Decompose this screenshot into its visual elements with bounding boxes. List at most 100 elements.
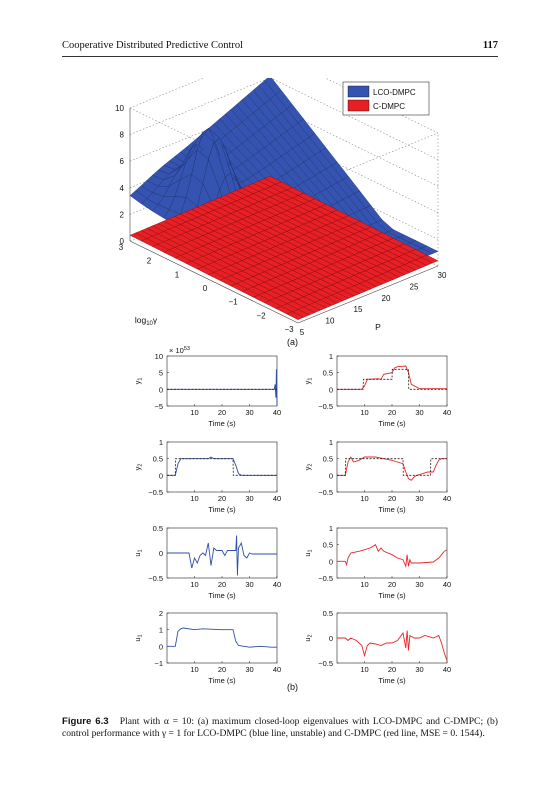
y-tick-label: 1 (329, 438, 333, 447)
surface-z-tick: 0 (120, 237, 125, 246)
surface-p-tick: 10 (326, 317, 335, 326)
x-tick-label: 10 (360, 408, 368, 417)
x-tick-label: 10 (190, 580, 198, 589)
subplot-frame (336, 612, 448, 664)
surface-z-tick: 8 (120, 131, 125, 140)
x-tick-label: 40 (273, 580, 281, 589)
subplot-y2-cdmpc: 10 20 30 40 1 0.5 0 −0.5 Time (s) y2 (303, 438, 451, 514)
surface-p-axis (297, 265, 439, 324)
x-tick-label: 30 (245, 580, 253, 589)
surface-z-tick: 10 (115, 104, 124, 113)
surface-z-tick: 6 (120, 157, 125, 166)
surface-gamma-tick: −3 (284, 325, 294, 334)
surface-gamma-label-sub: 10 (146, 321, 153, 327)
y-tick-label: 0.5 (153, 524, 163, 533)
x-tick-label: 10 (360, 665, 368, 674)
subplot-frame (166, 441, 278, 493)
page-number: 117 (482, 40, 498, 51)
subplot-u2-cdmpc: 10 20 30 40 0.5 0 −0.5 Time (s) u2 (303, 609, 451, 685)
x-axis-label: Time (s) (378, 505, 406, 514)
y-tick-label: 0 (329, 471, 333, 480)
x-tick-label: 30 (245, 494, 253, 503)
x-tick-label: 20 (388, 665, 396, 674)
x-tick-label: 30 (415, 665, 423, 674)
y-tick-label: 0 (159, 385, 163, 394)
surface-gamma-tick: 0 (203, 284, 208, 293)
caption-text: Plant with α = 10: (a) maximum closed-lo… (62, 716, 499, 739)
surface-p-tick: 5 (300, 328, 305, 337)
y-axis-label: u1 (303, 549, 314, 556)
surface-mesh (129, 78, 439, 320)
y-tick-label: 0 (159, 642, 163, 651)
x-axis-label: Time (s) (208, 591, 236, 600)
y-axis-label: y2 (133, 464, 144, 471)
x-tick-label: 40 (443, 665, 451, 674)
surface-gamma-tick: −1 (228, 298, 238, 307)
y-tick-label: 1 (329, 524, 333, 533)
x-tick-label: 10 (190, 494, 198, 503)
surface-z-tick: 4 (120, 184, 125, 193)
x-tick-label: 30 (245, 665, 253, 674)
y-tick-label: −0.5 (318, 574, 333, 583)
y-axis-label-sub: 1 (308, 549, 314, 552)
caption-label: Figure 6.3 (62, 716, 109, 727)
panel-a-label: (a) (287, 337, 298, 347)
legend-swatch (347, 85, 370, 98)
header-title: Cooperative Distributed Predictive Contr… (62, 40, 244, 51)
exponent-label: × 1053 (169, 346, 190, 355)
x-tick-label: 40 (273, 665, 281, 674)
subplot-y1-lco: 10 20 30 40 10 5 0 −5 Time (s) y1 × 1053 (133, 346, 281, 428)
surface-gridline (129, 103, 271, 162)
x-axis-label: Time (s) (378, 676, 406, 685)
x-tick-label: 20 (388, 580, 396, 589)
surface-lco-facet (129, 190, 148, 204)
surface-cdmpc-facet (129, 232, 148, 242)
x-axis-label: Time (s) (208, 505, 236, 514)
y-tick-label: 5 (159, 369, 163, 378)
subplot-frame (336, 527, 448, 579)
surface-p-tick: 15 (354, 305, 363, 314)
y-tick-label: 0 (159, 471, 163, 480)
y-tick-label: 0 (159, 549, 163, 558)
y-tick-label: 10 (155, 352, 163, 361)
y-axis-label-sub: 1 (138, 378, 144, 381)
reference-line (337, 458, 447, 476)
y-axis-label-sub: 1 (308, 378, 314, 381)
x-tick-label: 20 (388, 494, 396, 503)
panel-b-label: (b) (287, 682, 298, 692)
subplot-u1-lco: 10 20 30 40 0.5 0 −0.5 Time (s) u1 (133, 524, 281, 600)
x-tick-label: 10 (190, 408, 198, 417)
y-tick-label: 0.5 (323, 369, 333, 378)
y-tick-label: −1 (154, 659, 163, 668)
x-tick-label: 10 (360, 580, 368, 589)
subplot-y1-cdmpc: 10 20 30 40 1 0.5 0 −0.5 Time (s) y1 (303, 352, 451, 428)
y-tick-label: −5 (154, 402, 163, 411)
subplot-u1-cdmpc: 10 20 30 40 1 0.5 0 −0.5 Time (s) u1 (303, 524, 451, 600)
x-tick-label: 20 (218, 665, 226, 674)
y-tick-label: −0.5 (318, 488, 333, 497)
surface-gamma-label-gamma: γ (153, 315, 158, 325)
response-line (167, 627, 277, 648)
y-tick-label: 1 (159, 438, 163, 447)
y-axis-label-sub: 2 (308, 634, 314, 637)
surface-gamma-tick: 1 (175, 270, 180, 279)
x-tick-label: 30 (245, 408, 253, 417)
exponent-power: 53 (184, 346, 190, 352)
legend-label: LCO-DMPC (373, 88, 416, 97)
reference-line (167, 458, 277, 476)
subplot-frame (336, 355, 448, 407)
surface-legend: LCO-DMPC C-DMPC (342, 81, 430, 116)
surface-gamma-axis (129, 240, 299, 324)
surface-p-tick: 20 (382, 294, 391, 303)
y-axis-label: y1 (303, 378, 314, 385)
x-tick-label: 20 (218, 580, 226, 589)
y-tick-label: 0.5 (323, 541, 333, 550)
y-axis-label-sub: 2 (308, 464, 314, 467)
response-line (167, 456, 277, 476)
surface-gridline (129, 78, 270, 135)
x-axis-label: Time (s) (378, 591, 406, 600)
subplot-frame (166, 612, 278, 664)
